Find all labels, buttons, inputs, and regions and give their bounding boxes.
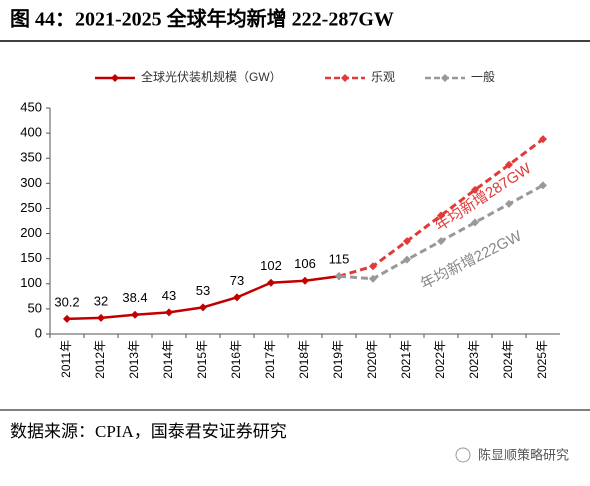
x-tick-label: 2018年 — [297, 340, 311, 379]
marker — [131, 310, 139, 319]
y-tick-label: 100 — [20, 275, 42, 290]
legend-label: 乐观 — [371, 70, 395, 84]
data-label: 115 — [329, 252, 350, 267]
x-tick-label: 2012年 — [93, 340, 107, 379]
y-tick-label: 400 — [20, 125, 42, 140]
marker — [369, 274, 377, 283]
data-label: 106 — [294, 256, 316, 271]
legend-label: 全球光伏装机规模（GW） — [141, 69, 282, 84]
x-tick-label: 2017年 — [263, 340, 277, 379]
x-tick-label: 2014年 — [161, 340, 175, 379]
source: 数据来源：CPIA，国泰君安证券研究 — [10, 422, 287, 441]
marker — [301, 276, 309, 285]
x-tick-label: 2021年 — [399, 340, 413, 379]
legend-label: 一般 — [471, 69, 495, 84]
marker — [403, 255, 411, 264]
marker — [403, 237, 411, 246]
marker — [437, 211, 445, 220]
chart-title: 图 44：2021-2025 全球年均新增 222-287GW — [10, 7, 394, 31]
x-tick-label: 2022年 — [433, 340, 447, 379]
marker — [539, 135, 547, 144]
data-label: 102 — [260, 258, 282, 273]
data-label: 32 — [94, 293, 108, 308]
marker — [165, 308, 173, 317]
y-tick-label: 50 — [28, 300, 42, 315]
x-tick-label: 2020年 — [365, 340, 379, 379]
x-tick-label: 2015年 — [195, 340, 209, 379]
marker — [471, 218, 479, 227]
x-tick-label: 2024年 — [501, 340, 515, 379]
marker — [63, 314, 71, 323]
data-label: 38.4 — [122, 290, 147, 305]
y-tick-label: 350 — [20, 150, 42, 165]
watermark: 陈显顺策略研究 — [478, 447, 569, 462]
marker — [369, 262, 377, 271]
data-label: 30.2 — [54, 294, 79, 309]
data-label: 53 — [196, 283, 210, 298]
x-tick-label: 2019年 — [331, 340, 345, 379]
marker — [335, 272, 343, 281]
marker — [505, 160, 513, 169]
y-tick-label: 250 — [20, 200, 42, 215]
y-tick-label: 150 — [20, 250, 42, 265]
y-tick-label: 200 — [20, 225, 42, 240]
series-line — [338, 137, 544, 278]
y-tick-label: 0 — [35, 325, 42, 340]
watermark-icon — [455, 447, 471, 463]
x-tick-label: 2013年 — [127, 340, 141, 379]
marker — [539, 181, 547, 190]
legend-marker — [341, 74, 349, 82]
marker — [199, 303, 207, 312]
marker — [505, 199, 513, 208]
x-tick-label: 2011年 — [59, 340, 73, 378]
annotation: 年均新增222GW — [418, 227, 525, 293]
marker — [437, 237, 445, 246]
legend-marker — [111, 74, 119, 82]
marker — [97, 313, 105, 322]
data-label: 43 — [162, 288, 176, 303]
marker — [267, 278, 275, 287]
y-tick-label: 300 — [20, 175, 42, 190]
x-tick-label: 2016年 — [229, 340, 243, 379]
x-tick-label: 2023年 — [467, 340, 481, 379]
marker — [233, 293, 241, 302]
x-tick-label: 2025年 — [535, 340, 549, 379]
data-label: 73 — [230, 273, 244, 288]
legend-marker — [441, 74, 449, 82]
y-tick-label: 450 — [20, 99, 42, 114]
marker — [471, 185, 479, 194]
